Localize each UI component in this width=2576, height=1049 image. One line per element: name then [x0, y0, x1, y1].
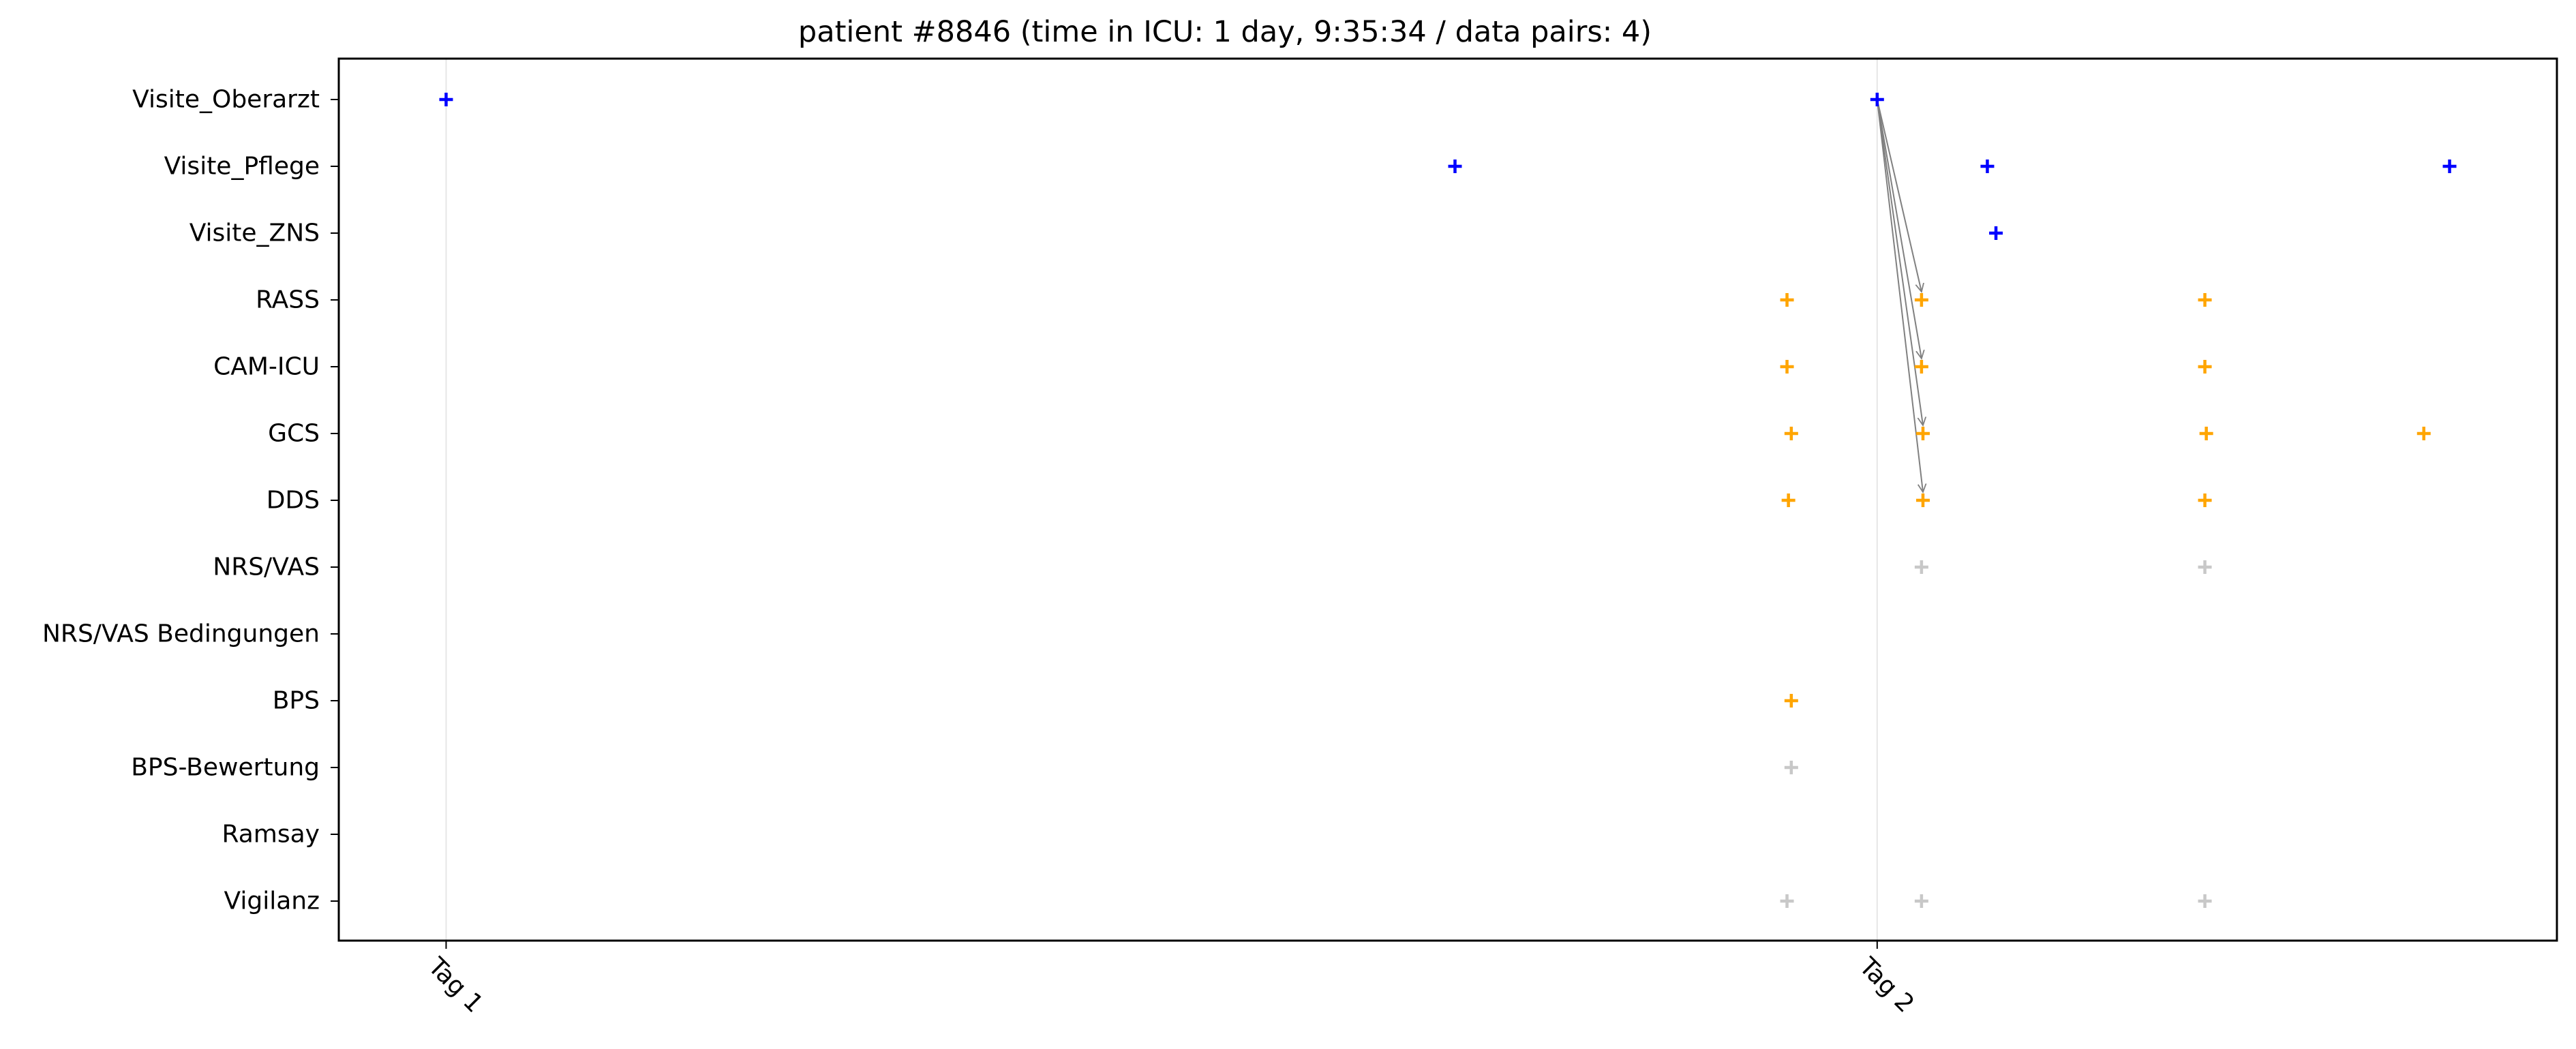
y-tick-label: RASS — [256, 286, 320, 314]
data-point — [1784, 694, 1798, 708]
data-point — [1781, 493, 1795, 507]
data-point — [1784, 761, 1798, 774]
y-tick-label: Ramsay — [222, 821, 320, 849]
data-point — [1780, 293, 1794, 307]
data-point — [1980, 159, 1995, 173]
data-point — [439, 93, 453, 106]
y-tick-label: CAM-ICU — [213, 353, 320, 381]
data-point — [2198, 293, 2212, 307]
data-point — [2198, 493, 2212, 507]
x-tick-label: Tag 2 — [1853, 952, 1920, 1018]
data-point — [1870, 93, 1884, 106]
y-tick-label: Visite_Pflege — [164, 153, 320, 181]
y-tick-label: DDS — [267, 487, 320, 515]
data-point — [1915, 493, 1930, 507]
y-tick-label: NRS/VAS Bedingungen — [42, 620, 320, 648]
x-tick-label: Tag 1 — [422, 952, 488, 1018]
data-point — [1780, 894, 1794, 908]
data-point — [1448, 159, 1462, 173]
y-tick-label: BPS-Bewertung — [131, 754, 320, 782]
data-point — [1914, 560, 1928, 574]
pair-arrow — [1876, 99, 1922, 292]
y-tick-label: Vigilanz — [224, 887, 320, 915]
data-point — [1914, 894, 1928, 908]
data-point — [1914, 360, 1928, 374]
y-tick-label: Visite_ZNS — [190, 219, 320, 247]
y-axis-ticks: Visite_Oberarzt Visite_Pflege Visite_ZNS RA… — [42, 86, 339, 915]
y-tick-label: BPS — [273, 687, 320, 715]
data-point — [2416, 427, 2431, 440]
data-point — [1780, 360, 1794, 374]
y-tick-label: NRS/VAS — [213, 553, 320, 581]
data-markers — [439, 93, 2457, 908]
data-point — [2442, 159, 2457, 173]
data-point — [2198, 560, 2212, 574]
pair-arrow — [1876, 99, 1922, 359]
pair-arrows — [1876, 99, 1923, 492]
x-axis-ticks: Tag 1 Tag 2 — [422, 941, 1920, 1018]
data-point — [2198, 894, 2212, 908]
plot-frame — [337, 57, 2558, 942]
data-point — [2199, 427, 2213, 440]
y-tick-label: GCS — [268, 420, 320, 448]
data-point — [1784, 427, 1798, 440]
chart-title: patient #8846 (time in ICU: 1 day, 9:35:… — [798, 15, 1652, 49]
grid-lines — [445, 59, 1878, 941]
data-point — [1914, 293, 1928, 307]
data-point — [1915, 427, 1930, 440]
data-point — [1989, 226, 2003, 240]
pair-arrow — [1876, 99, 1923, 425]
y-tick-label: Visite_Oberarzt — [132, 86, 320, 114]
pair-arrow — [1876, 99, 1923, 492]
data-point — [2198, 360, 2212, 374]
